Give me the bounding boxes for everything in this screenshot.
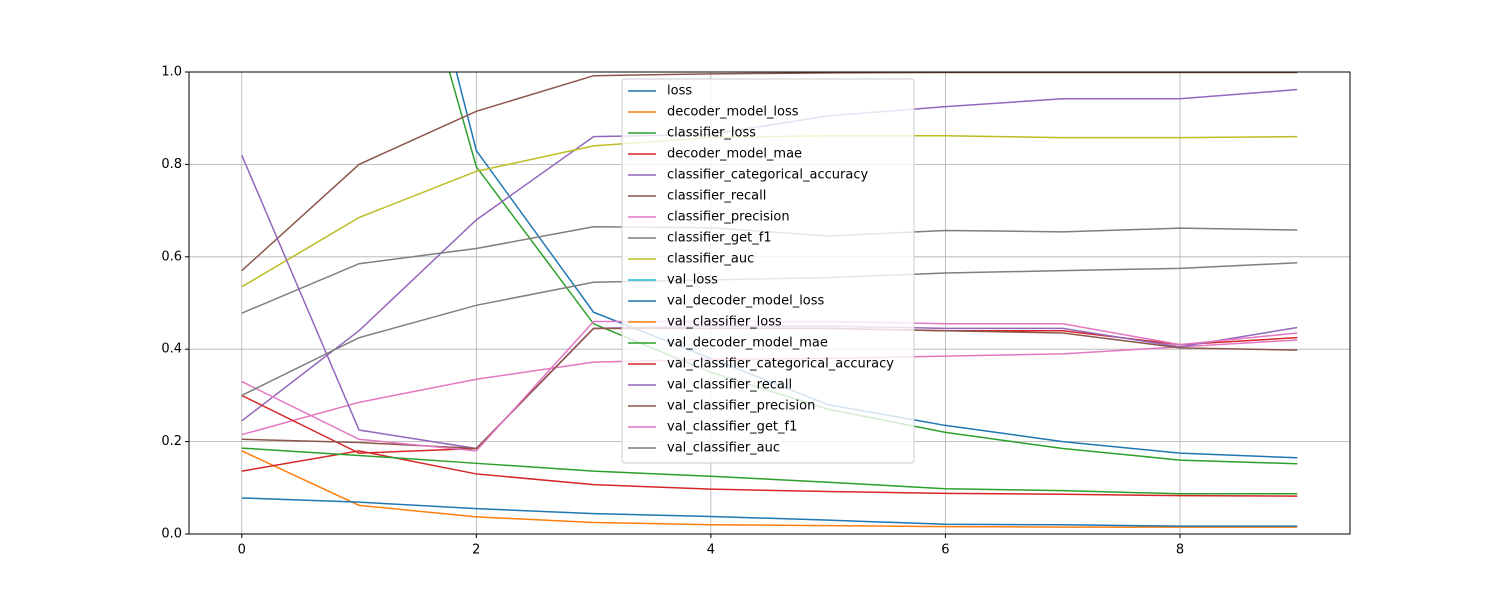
legend-label: val_classifier_precision [667, 399, 815, 414]
x-tick-label: 4 [707, 543, 715, 558]
series-line [241, 450, 1298, 497]
x-tick-label: 0 [238, 543, 246, 558]
x-tick-label: 6 [941, 543, 949, 558]
y-tick-label: 0.6 [161, 249, 182, 264]
y-tick-label: 0.2 [161, 434, 182, 449]
legend: loss decoder_model_loss classifier_lossdec… [621, 78, 915, 464]
x-tick-label: 8 [1176, 543, 1184, 558]
legend-label: val_decoder_model_loss [667, 294, 825, 309]
y-tick-label: 0.0 [161, 527, 182, 542]
legend-label: val_classifier_categorical_accuracy [667, 357, 894, 372]
legend-box [621, 78, 915, 464]
legend-label: classifier_recall [667, 189, 766, 204]
legend-label: decoder_model_mae [667, 147, 802, 162]
legend-label: val_classifier_auc [667, 441, 780, 456]
legend-label: classifier_precision [667, 210, 790, 225]
legend-label: val_classifier_get_f1 [667, 420, 797, 435]
y-tick-label: 0.4 [161, 342, 182, 357]
series-line [241, 497, 1298, 527]
legend-label: classifier_categorical_accuracy [667, 168, 868, 183]
x-tick-label: 2 [472, 543, 480, 558]
axes-frame [188, 71, 1351, 535]
legend-label: classifier_auc [667, 252, 754, 267]
legend-label: classifier_loss [667, 126, 756, 141]
legend-label: val_classifier_recall [667, 378, 792, 393]
ticks: 0.0 0.2 0.4 0.6 0.8 1.0 0 2 4 6 8 [161, 65, 1184, 558]
legend-label: val_classifier_loss [667, 315, 782, 330]
series-line [241, 447, 1298, 495]
y-tick-label: 0.8 [161, 157, 182, 172]
legend-label: val_decoder_model_mae [667, 336, 828, 351]
series-line [241, 450, 1298, 528]
legend-label: val_loss [667, 273, 718, 288]
legend-label: loss [667, 84, 692, 99]
legend-label: decoder_model_loss [667, 105, 799, 120]
legend-label: classifier_get_f1 [667, 231, 772, 246]
y-tick-label: 1.0 [161, 65, 182, 80]
